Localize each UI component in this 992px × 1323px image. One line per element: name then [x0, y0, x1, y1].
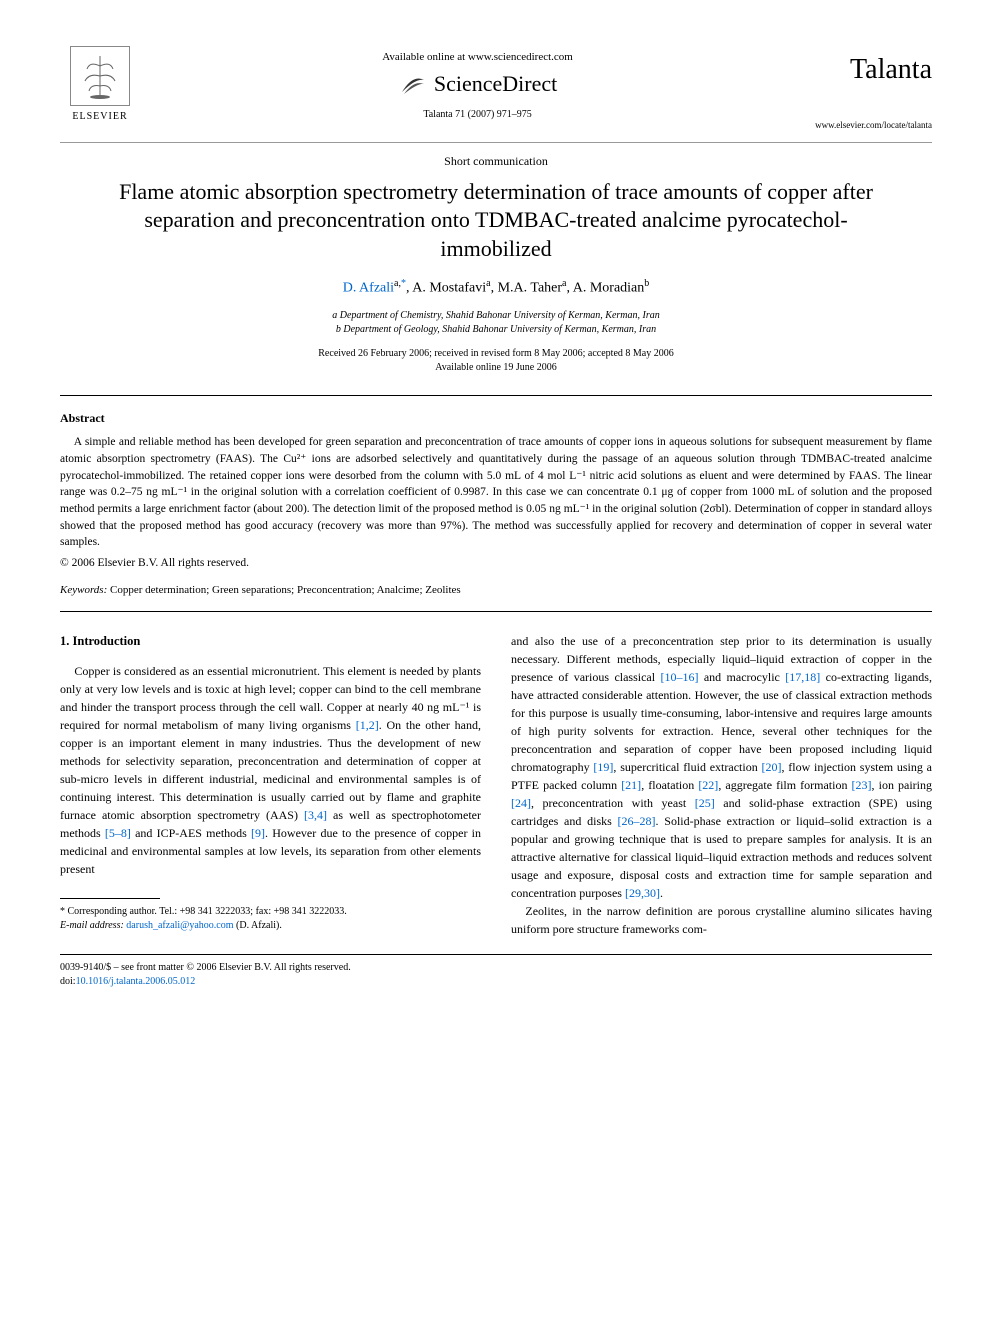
intro-text-2g: , aggregate film formation — [718, 778, 851, 792]
ref-link-1-2[interactable]: [1,2] — [356, 718, 379, 732]
intro-text-2i: , preconcentration with yeast — [531, 796, 695, 810]
email-line: E-mail address: darush_afzali@yahoo.com … — [60, 919, 481, 933]
article-page: ELSEVIER Available online at www.science… — [0, 0, 992, 1029]
intro-text-2l: . — [660, 886, 663, 900]
footer-rule — [60, 954, 932, 955]
ref-link-10-16[interactable]: [10–16] — [660, 670, 698, 684]
intro-text-2c: co-extracting ligands, have attracted co… — [511, 670, 932, 774]
doi-label: doi: — [60, 976, 76, 987]
author-4-affil: b — [644, 278, 649, 289]
front-matter-line: 0039-9140/$ – see front matter © 2006 El… — [60, 961, 932, 975]
intro-text-2d: , supercritical fluid extraction — [613, 760, 761, 774]
abstract-text: A simple and reliable method has been de… — [60, 434, 932, 551]
sciencedirect-brand: ScienceDirect — [140, 69, 815, 100]
journal-reference: Talanta 71 (2007) 971–975 — [140, 108, 815, 122]
affiliation-b: b Department of Geology, Shahid Bahonar … — [60, 323, 932, 337]
intro-para-2: Zeolites, in the narrow definition are p… — [511, 902, 932, 938]
elsevier-tree-icon — [70, 46, 130, 106]
author-list: D. Afzalia,*, A. Mostafavia, M.A. Tahera… — [60, 277, 932, 298]
body-columns: 1. Introduction Copper is considered as … — [60, 632, 932, 938]
ref-link-29-30[interactable]: [29,30] — [625, 886, 660, 900]
journal-logo-block: Talanta www.elsevier.com/locate/talanta — [815, 40, 932, 132]
intro-text-1d: and ICP-AES methods — [131, 826, 251, 840]
column-left: 1. Introduction Copper is considered as … — [60, 632, 481, 938]
keywords-text: Copper determination; Green separations;… — [107, 584, 460, 596]
author-1[interactable]: D. Afzali — [343, 281, 394, 296]
center-header: Available online at www.sciencedirect.co… — [140, 40, 815, 122]
copyright-line: © 2006 Elsevier B.V. All rights reserved… — [60, 555, 932, 571]
ref-link-23[interactable]: [23] — [852, 778, 872, 792]
abstract-rule-bottom — [60, 611, 932, 612]
page-header: ELSEVIER Available online at www.science… — [60, 40, 932, 132]
affiliations: a Department of Chemistry, Shahid Bahona… — [60, 309, 932, 337]
doi-line: doi:10.1016/j.talanta.2006.05.012 — [60, 975, 932, 989]
doi-link[interactable]: 10.1016/j.talanta.2006.05.012 — [76, 976, 196, 987]
footnote-rule — [60, 898, 160, 899]
abstract-heading: Abstract — [60, 410, 932, 427]
available-online-text: Available online at www.sciencedirect.co… — [140, 50, 815, 65]
ref-link-26-28[interactable]: [26–28] — [618, 814, 656, 828]
ref-link-9[interactable]: [9] — [251, 826, 265, 840]
intro-para-1: Copper is considered as an essential mic… — [60, 662, 481, 878]
corresponding-footnote: * Corresponding author. Tel.: +98 341 32… — [60, 905, 481, 933]
ref-link-25[interactable]: [25] — [695, 796, 715, 810]
ref-link-21[interactable]: [21] — [621, 778, 641, 792]
intro-text-2h: , ion pairing — [872, 778, 932, 792]
intro-text-2f: , floatation — [641, 778, 698, 792]
journal-name: Talanta — [815, 50, 932, 89]
ref-link-22[interactable]: [22] — [698, 778, 718, 792]
ref-link-3-4[interactable]: [3,4] — [304, 808, 327, 822]
email-suffix: (D. Afzali). — [234, 920, 282, 931]
keywords-line: Keywords: Copper determination; Green se… — [60, 583, 932, 598]
online-date: Available online 19 June 2006 — [60, 361, 932, 375]
page-footer: 0039-9140/$ – see front matter © 2006 El… — [60, 961, 932, 989]
ref-link-24[interactable]: [24] — [511, 796, 531, 810]
sciencedirect-swoosh-icon — [398, 70, 428, 100]
keywords-label: Keywords: — [60, 584, 107, 596]
affiliation-a: a Department of Chemistry, Shahid Bahona… — [60, 309, 932, 323]
email-label: E-mail address: — [60, 920, 124, 931]
ref-link-17-18[interactable]: [17,18] — [785, 670, 820, 684]
section-1-heading: 1. Introduction — [60, 632, 481, 651]
ref-link-5-8[interactable]: [5–8] — [105, 826, 131, 840]
intro-text-2b: and macrocylic — [698, 670, 785, 684]
article-title: Flame atomic absorption spectrometry det… — [100, 178, 892, 264]
sciencedirect-text: ScienceDirect — [434, 69, 557, 100]
elsevier-logo: ELSEVIER — [60, 40, 140, 130]
received-dates: Received 26 February 2006; received in r… — [60, 347, 932, 361]
corr-author-line: * Corresponding author. Tel.: +98 341 32… — [60, 905, 481, 919]
ref-link-20[interactable]: [20] — [761, 760, 781, 774]
elsevier-label: ELSEVIER — [72, 110, 127, 124]
author-sep-3: , A. Moradian — [567, 281, 645, 296]
intro-text-1b: . On the other hand, copper is an import… — [60, 718, 481, 822]
intro-para-1-cont: and also the use of a preconcentration s… — [511, 632, 932, 902]
article-type: Short communication — [60, 153, 932, 170]
article-dates: Received 26 February 2006; received in r… — [60, 347, 932, 375]
author-1-affil: a, — [394, 278, 401, 289]
abstract-rule-top — [60, 395, 932, 396]
author-sep-2: , M.A. Taher — [491, 281, 562, 296]
abstract-body: A simple and reliable method has been de… — [60, 434, 932, 551]
journal-url: www.elsevier.com/locate/talanta — [815, 119, 932, 132]
header-rule — [60, 142, 932, 143]
author-sep-1: , A. Mostafavi — [406, 281, 486, 296]
ref-link-19[interactable]: [19] — [593, 760, 613, 774]
email-link[interactable]: darush_afzali@yahoo.com — [126, 920, 233, 931]
column-right: and also the use of a preconcentration s… — [511, 632, 932, 938]
